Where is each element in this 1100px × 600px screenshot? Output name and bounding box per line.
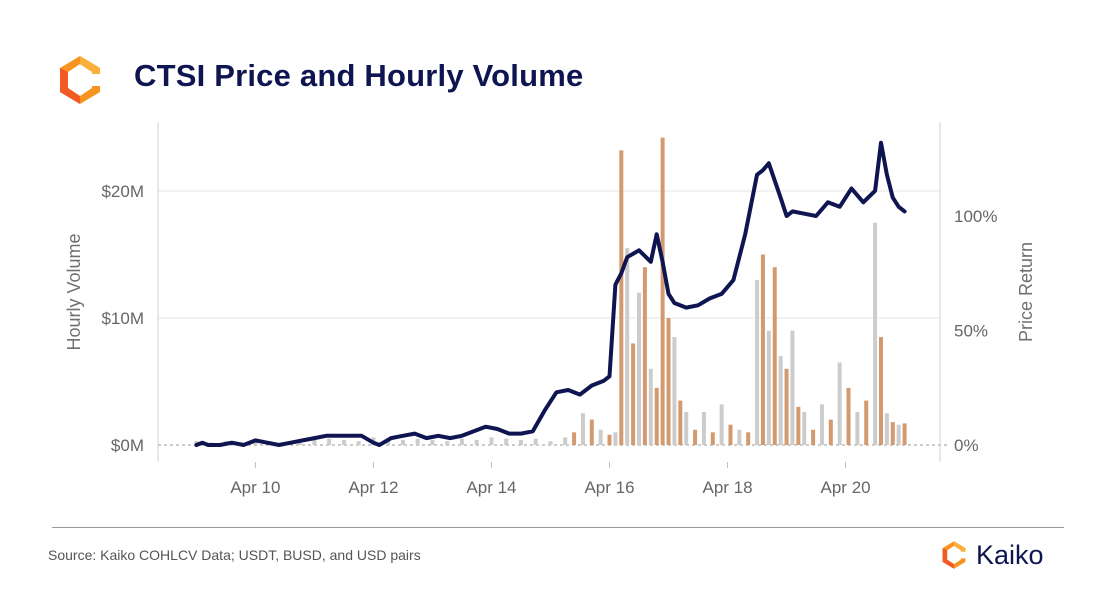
volume-bar [873, 222, 878, 445]
volume-bar [598, 429, 603, 445]
volume-bar [719, 404, 724, 445]
volume-bar [430, 439, 435, 445]
volume-bar [589, 419, 594, 445]
volume-bar [327, 438, 332, 445]
y-left-tick-label: $10M [101, 309, 144, 328]
volume-bar [504, 438, 509, 445]
volume-bar [902, 423, 907, 445]
y-right-tick-label: 0% [954, 436, 979, 455]
volume-bar [728, 424, 733, 445]
volume-bar [693, 429, 698, 445]
y-right-tick-label: 100% [954, 207, 997, 226]
volume-bar [533, 438, 538, 445]
volume-bar [746, 432, 751, 445]
volume-bar [864, 400, 869, 445]
kaiko-logo [60, 56, 100, 104]
x-tick-label: Apr 14 [466, 478, 516, 497]
volume-bar [563, 437, 568, 445]
volume-bar [778, 356, 783, 445]
volume-bar [660, 137, 665, 445]
volume-bar [755, 279, 760, 445]
volume-bar [619, 150, 624, 446]
volume-bar [613, 432, 618, 445]
volume-bar [796, 406, 801, 445]
volume-bar [684, 411, 689, 445]
y-right-tick-label: 50% [954, 322, 988, 341]
kaiko-brand: Kaiko [938, 538, 1068, 574]
x-tick-label: Apr 16 [584, 478, 634, 497]
volume-bar [819, 404, 824, 445]
volume-bar [356, 441, 361, 445]
volume-bar [784, 368, 789, 445]
volume-bar [846, 387, 851, 445]
volume-bar [415, 438, 420, 445]
source-note: Source: Kaiko COHLCV Data; USDT, BUSD, a… [48, 547, 421, 563]
kaiko-brand-icon [942, 541, 966, 569]
volume-bar [766, 330, 771, 445]
volume-bar [811, 429, 816, 445]
volume-bar [672, 337, 677, 445]
volume-bar [678, 400, 683, 445]
brand-name: Kaiko [976, 540, 1044, 570]
volume-bar [654, 387, 659, 445]
volume-bar [890, 422, 895, 445]
volume-bar [548, 441, 553, 445]
volume-bar [802, 411, 807, 445]
volume-bar [625, 248, 630, 445]
volume-bar [445, 441, 450, 445]
volume-bar [878, 337, 883, 445]
volume-bar [474, 439, 479, 445]
price-return-line [194, 140, 907, 447]
volume-bar [737, 429, 742, 445]
volume-bar [637, 292, 642, 445]
volume-bar [701, 411, 706, 445]
volume-bar [666, 318, 671, 445]
volume-bar [607, 434, 612, 445]
x-tick-label: Apr 20 [821, 478, 871, 497]
volume-bar [828, 419, 833, 445]
volume-bar [631, 343, 636, 445]
volume-bar [896, 424, 901, 445]
volume-bar [459, 438, 464, 445]
volume-bar [518, 439, 523, 445]
footer-divider [52, 527, 1064, 528]
chart-title: CTSI Price and Hourly Volume [134, 58, 584, 93]
y-left-axis-title: Hourly Volume [64, 233, 84, 350]
volume-bar [772, 267, 777, 445]
volume-bar [642, 267, 647, 445]
x-tick-label: Apr 18 [702, 478, 752, 497]
y-left-tick-label: $20M [101, 182, 144, 201]
volume-bar [648, 368, 653, 445]
volume-bar [312, 439, 317, 445]
volume-bar [790, 330, 795, 445]
x-tick-label: Apr 10 [230, 478, 280, 497]
volume-bar [837, 362, 842, 445]
volume-bar [297, 441, 302, 445]
volume-bar [400, 439, 405, 445]
x-tick-label: Apr 12 [348, 478, 398, 497]
volume-bar [760, 254, 765, 445]
y-right-axis-title: Price Return [1016, 242, 1036, 342]
volume-bar [580, 413, 585, 445]
volume-bar [386, 441, 391, 445]
volume-bar [855, 411, 860, 445]
volume-bar [884, 413, 889, 445]
volume-bar [572, 432, 577, 445]
y-left-tick-label: $0M [111, 436, 144, 455]
volume-bar [341, 439, 346, 445]
volume-bar [489, 437, 494, 445]
volume-bar [710, 432, 715, 445]
